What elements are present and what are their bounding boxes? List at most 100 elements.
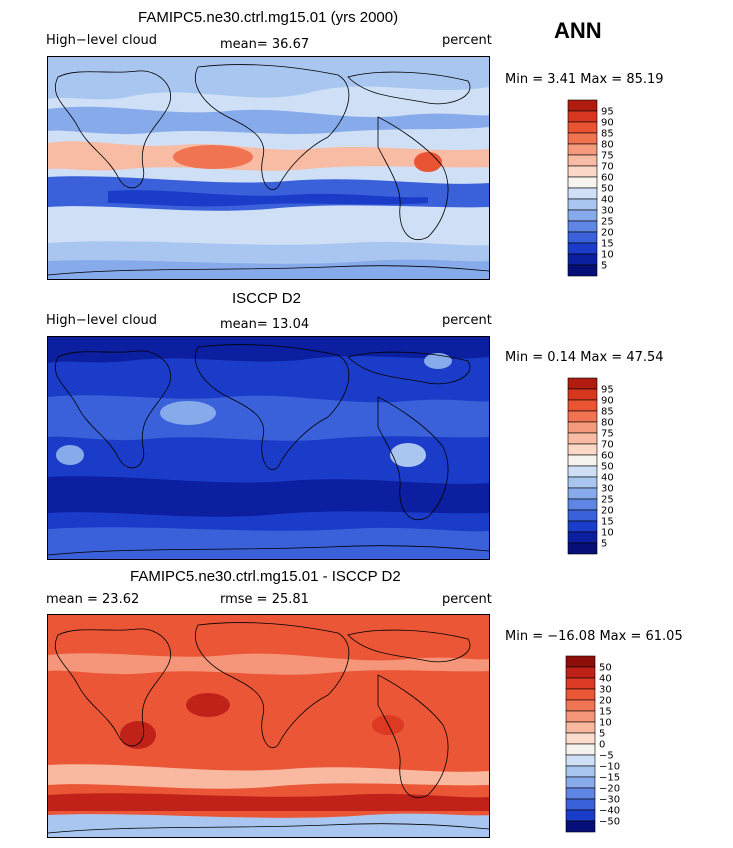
colorbar-tick-label: 90 <box>601 396 614 407</box>
colorbar-swatch <box>565 732 596 745</box>
colorbar-swatch <box>565 809 596 822</box>
colorbar-swatch <box>567 209 598 222</box>
colorbar-swatch <box>565 820 596 833</box>
panel-1-map <box>47 56 490 280</box>
colorbar-swatch <box>567 531 598 544</box>
colorbar-swatch <box>567 110 598 123</box>
panel-1-map-field <box>48 57 489 279</box>
continent-outlines <box>48 344 489 556</box>
field-band <box>48 337 489 363</box>
colorbar-tick-label: 5 <box>601 539 607 550</box>
colorbar-tick-label: 25 <box>601 217 614 228</box>
colorbar-swatch <box>567 421 598 434</box>
colorbar-swatch <box>567 253 598 266</box>
colorbar-tick-label: −5 <box>599 751 614 762</box>
colorbar-swatch <box>565 688 596 701</box>
colorbar-swatch <box>567 99 598 112</box>
colorbar-tick-label: 50 <box>599 663 612 674</box>
colorbar-tick-label: 10 <box>599 718 612 729</box>
colorbar-tick-label: 50 <box>601 184 614 195</box>
field-blob <box>414 152 442 172</box>
colorbar-swatch <box>565 699 596 712</box>
panel-2-title: ISCCP D2 <box>232 290 301 307</box>
field-band <box>48 793 489 811</box>
colorbar-tick-label: 75 <box>601 151 614 162</box>
field-band <box>108 190 428 207</box>
colorbar-swatch <box>567 498 598 511</box>
colorbar-swatch <box>567 264 598 277</box>
colorbar-tick-label: 95 <box>601 385 614 396</box>
panel-3-title: FAMIPC5.ne30.ctrl.mg15.01 - ISCCP D2 <box>130 568 401 585</box>
colorbar-swatch <box>565 721 596 734</box>
panel-2-units-label: percent <box>442 313 492 328</box>
field-blob <box>390 443 426 467</box>
colorbar-swatch <box>567 443 598 456</box>
panel-2-map-field <box>48 337 489 559</box>
colorbar-swatch <box>565 710 596 723</box>
panel-3-rmse-label: rmse = 25.81 <box>220 592 309 607</box>
continent-outlines <box>48 622 489 834</box>
colorbar-swatch <box>567 165 598 178</box>
colorbar-swatch <box>567 143 598 156</box>
colorbar-tick-label: 5 <box>599 729 605 740</box>
panel-3-mean-label: mean = 23.62 <box>46 592 140 607</box>
panel-2-variable-label: High−level cloud <box>46 313 158 328</box>
panel-1-title: FAMIPC5.ne30.ctrl.mg15.01 (yrs 2000) <box>138 9 399 26</box>
colorbar-swatch <box>567 465 598 478</box>
colorbar-tick-label: 90 <box>601 118 614 129</box>
colorbar-swatch <box>565 765 596 778</box>
colorbar-tick-label: 30 <box>601 484 614 495</box>
colorbar-tick-label: 75 <box>601 429 614 440</box>
colorbar-swatch <box>567 132 598 145</box>
panel-2-mean-label: mean= 13.04 <box>220 317 310 332</box>
panel-2-colorbar: 95 90 85 80 75 70 60 50 40 30 25 20 15 10 5 <box>567 377 628 555</box>
colorbar-swatch <box>567 242 598 255</box>
colorbar-tick-label: 80 <box>601 140 614 151</box>
panel-2-map <box>47 336 490 560</box>
colorbar-tick-label: 25 <box>601 495 614 506</box>
colorbar-tick-label: 50 <box>601 462 614 473</box>
colorbar-swatch <box>567 520 598 533</box>
colorbar-swatch <box>567 176 598 189</box>
colorbar-tick-label: 20 <box>601 228 614 239</box>
colorbar-swatch <box>567 399 598 412</box>
colorbar-tick-label: 40 <box>599 674 612 685</box>
colorbar-tick-label: −15 <box>599 773 620 784</box>
colorbar-tick-label: 40 <box>601 195 614 206</box>
colorbar-swatch <box>567 509 598 522</box>
field-blob <box>173 145 253 169</box>
colorbar-tick-label: 10 <box>601 250 614 261</box>
colorbar-tick-label: 0 <box>599 740 605 751</box>
colorbar-swatch <box>567 432 598 445</box>
panel-3-units-label: percent <box>442 592 492 607</box>
colorbar-swatch <box>565 754 596 767</box>
season-label: ANN <box>554 18 602 43</box>
colorbar-tick-label: 40 <box>601 473 614 484</box>
field-band <box>48 476 489 517</box>
field-blob <box>424 353 452 369</box>
colorbar-tick-label: 85 <box>601 407 614 418</box>
panel-1-units-label: percent <box>442 33 492 48</box>
colorbar-tick-label: 20 <box>601 506 614 517</box>
colorbar-swatch <box>567 542 598 555</box>
colorbar-tick-label: 5 <box>601 261 607 272</box>
field-blob <box>186 693 230 717</box>
colorbar-tick-label: 70 <box>601 440 614 451</box>
field-blob <box>160 401 216 425</box>
colorbar-swatch <box>567 476 598 489</box>
field-band <box>48 106 489 135</box>
colorbar-tick-label: 20 <box>599 696 612 707</box>
colorbar-swatch <box>565 798 596 811</box>
colorbar-swatch <box>565 743 596 756</box>
panel-2-minmax: Min = 0.14 Max = 47.54 <box>505 350 664 365</box>
colorbar-tick-label: 15 <box>599 707 612 718</box>
continent-outlines <box>48 64 489 276</box>
colorbar-swatch <box>567 154 598 167</box>
field-band <box>48 57 489 100</box>
colorbar-tick-label: −50 <box>599 817 620 828</box>
colorbar-swatch <box>565 787 596 800</box>
colorbar-swatch <box>567 377 598 390</box>
